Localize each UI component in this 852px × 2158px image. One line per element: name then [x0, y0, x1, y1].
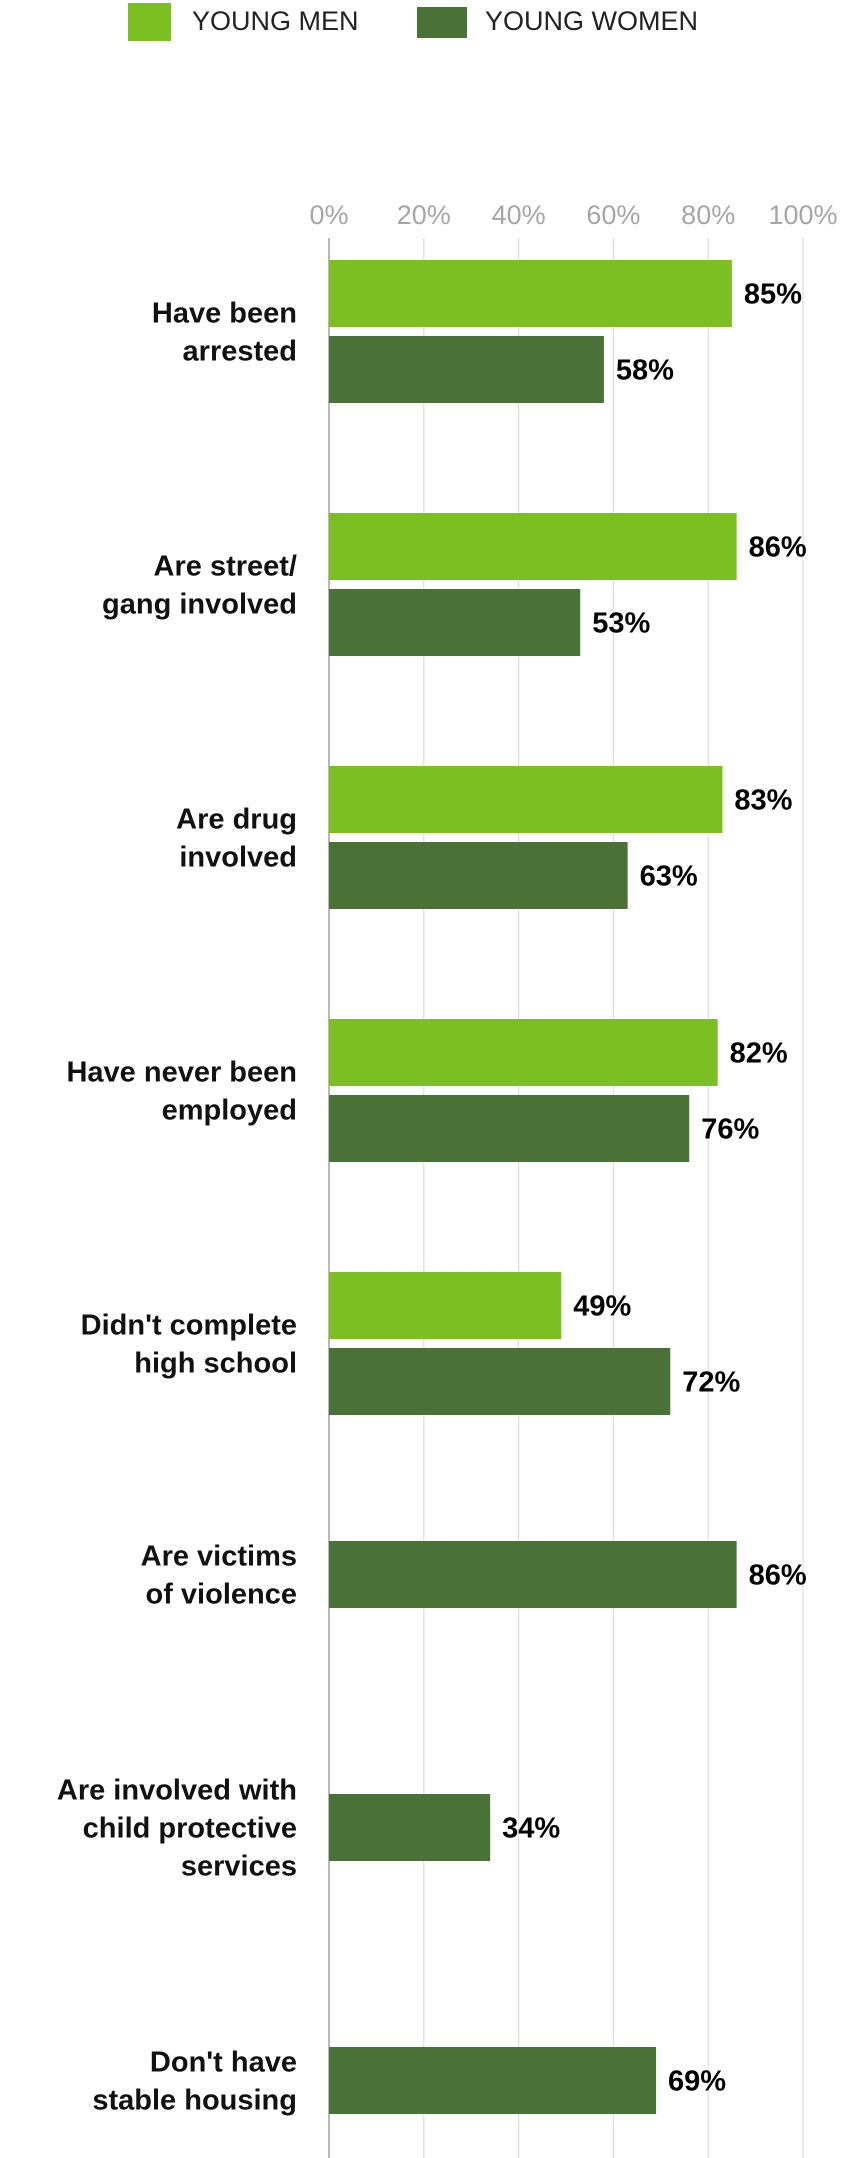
category-label: services [181, 1851, 297, 1883]
category-label: Are drug [176, 804, 297, 836]
category-label: Are victims [141, 1541, 297, 1573]
bar-young-women [329, 2047, 657, 2114]
bar-young-men [329, 1019, 718, 1086]
category-label: arrested [183, 336, 297, 368]
category-label: employed [162, 1095, 297, 1127]
category-label: Are involved with [57, 1775, 297, 1807]
value-label: 72% [682, 1367, 740, 1399]
legend-swatch-young-women [417, 7, 467, 38]
bar-young-men [329, 1272, 562, 1339]
category-label: high school [134, 1348, 297, 1380]
value-label: 86% [749, 1560, 807, 1592]
category-label: Don't have [150, 2047, 297, 2079]
x-axis-ticks: 0% 20% 40% 60% 80% 100% [309, 200, 837, 230]
category-label: Are street/ [154, 551, 297, 583]
x-tick-label: 20% [397, 200, 451, 230]
value-label: 63% [640, 861, 698, 893]
bar-young-men [329, 766, 723, 833]
bar-young-women [329, 1095, 690, 1162]
legend-label-young-men: YOUNG MEN [192, 6, 359, 36]
bar-young-women [329, 1348, 671, 1415]
x-tick-label: 0% [309, 200, 348, 230]
category-label: stable housing [92, 2085, 297, 2117]
value-label: 85% [744, 279, 802, 311]
category-label: child protective [83, 1813, 297, 1845]
legend: YOUNG MEN YOUNG WOMEN [128, 3, 698, 41]
legend-label-young-women: YOUNG WOMEN [485, 6, 698, 36]
bar-young-women [329, 336, 604, 403]
value-label: 83% [734, 785, 792, 817]
x-tick-label: 100% [768, 200, 837, 230]
category-label: of violence [146, 1579, 298, 1611]
category-labels: Have been arrested Are street/gang involve… [57, 298, 297, 2117]
bar-young-women [329, 842, 628, 909]
value-label: 58% [616, 355, 674, 387]
category-label: Have been [152, 298, 297, 330]
value-label: 76% [701, 1114, 759, 1146]
value-label: 49% [573, 1291, 631, 1323]
category-label: gang involved [102, 589, 297, 621]
bar-young-men [329, 260, 732, 327]
value-label: 53% [592, 608, 650, 640]
x-tick-label: 80% [681, 200, 735, 230]
bars: 85% 58% 86% 53% 83% 63% 82% 76% 49% 72% 86% 34% 69% [329, 260, 807, 2114]
value-label: 82% [730, 1038, 788, 1070]
category-label: Have never been [66, 1057, 297, 1089]
x-tick-label: 60% [586, 200, 640, 230]
value-label: 86% [749, 532, 807, 564]
value-label: 34% [502, 1813, 560, 1845]
bar-young-men [329, 513, 737, 580]
bar-young-women [329, 1541, 737, 1608]
x-tick-label: 40% [492, 200, 546, 230]
category-label: Didn't complete [81, 1310, 297, 1342]
bar-young-women [329, 1794, 491, 1861]
bar-young-women [329, 589, 581, 656]
value-label: 69% [668, 2066, 726, 2098]
legend-swatch-young-men [128, 3, 171, 41]
category-label: involved [179, 842, 297, 874]
